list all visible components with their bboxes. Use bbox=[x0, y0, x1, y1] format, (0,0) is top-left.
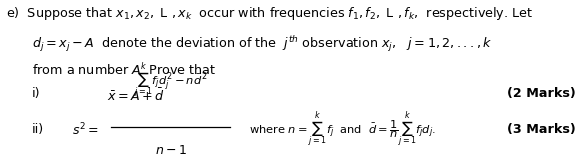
Text: from a number $A$. Prove that: from a number $A$. Prove that bbox=[32, 63, 216, 77]
Text: $\sum_{j=1}^{k} f_j d_j^2 - n\bar{d}^{\,2}$: $\sum_{j=1}^{k} f_j d_j^2 - n\bar{d}^{\,… bbox=[134, 61, 208, 101]
Text: (2 Marks): (2 Marks) bbox=[507, 87, 576, 100]
Text: $d_j = x_j - A$  denote the deviation of the  $j^{th}$ observation $x_j$,   $j =: $d_j = x_j - A$ denote the deviation of … bbox=[32, 34, 492, 54]
Text: $\bar{x} = A + \bar{d}$: $\bar{x} = A + \bar{d}$ bbox=[107, 87, 165, 104]
Text: i): i) bbox=[32, 87, 41, 100]
Text: (3 Marks): (3 Marks) bbox=[507, 123, 576, 136]
Text: ii): ii) bbox=[32, 123, 44, 136]
Text: $s^2 =$: $s^2 =$ bbox=[72, 121, 99, 138]
Text: e)  Suppose that $x_1, x_2,$ L $,x_k$  occur with frequencies $f_1, f_2,$ L $,f_: e) Suppose that $x_1, x_2,$ L $,x_k$ occ… bbox=[6, 5, 533, 22]
Text: $n-1$: $n-1$ bbox=[155, 144, 187, 157]
Text: where $n=\sum_{j=1}^{k} f_j$  and  $\bar{d}=\dfrac{1}{n}\sum_{j=1}^{k} f_j d_j$.: where $n=\sum_{j=1}^{k} f_j$ and $\bar{d… bbox=[249, 110, 436, 150]
